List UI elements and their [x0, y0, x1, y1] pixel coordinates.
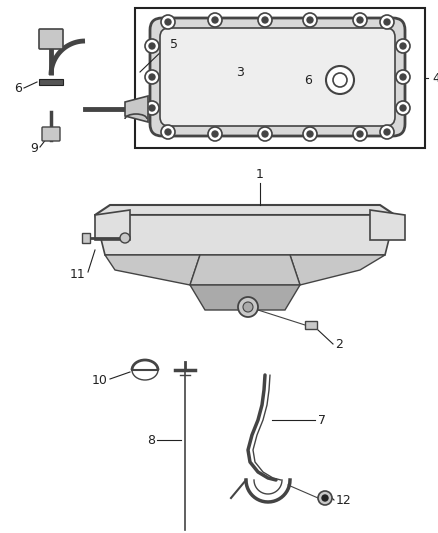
Circle shape — [149, 43, 155, 49]
Circle shape — [396, 70, 410, 84]
Circle shape — [307, 131, 313, 137]
Circle shape — [396, 39, 410, 53]
Polygon shape — [290, 255, 385, 285]
FancyBboxPatch shape — [150, 18, 405, 136]
Circle shape — [145, 101, 159, 115]
Circle shape — [326, 66, 354, 94]
Circle shape — [165, 129, 171, 135]
Polygon shape — [125, 96, 148, 122]
FancyBboxPatch shape — [42, 127, 60, 141]
Circle shape — [357, 131, 363, 137]
Bar — [305, 321, 317, 329]
Circle shape — [262, 131, 268, 137]
Circle shape — [353, 127, 367, 141]
Circle shape — [380, 125, 394, 139]
Circle shape — [307, 17, 313, 23]
Circle shape — [165, 19, 171, 25]
Text: 6: 6 — [14, 82, 22, 94]
Circle shape — [262, 17, 268, 23]
Polygon shape — [190, 255, 300, 285]
Text: 1: 1 — [256, 168, 264, 182]
Polygon shape — [95, 210, 130, 240]
Circle shape — [400, 74, 406, 80]
Circle shape — [161, 125, 175, 139]
Text: 8: 8 — [147, 433, 155, 447]
Text: 6: 6 — [304, 74, 312, 86]
Circle shape — [243, 302, 253, 312]
Circle shape — [149, 105, 155, 111]
FancyBboxPatch shape — [39, 29, 63, 49]
Circle shape — [396, 101, 410, 115]
Circle shape — [322, 495, 328, 501]
Polygon shape — [105, 255, 200, 285]
Circle shape — [333, 73, 347, 87]
Circle shape — [238, 297, 258, 317]
Polygon shape — [39, 79, 63, 85]
Text: 4: 4 — [432, 71, 438, 85]
Circle shape — [303, 127, 317, 141]
Circle shape — [353, 13, 367, 27]
Text: 7: 7 — [318, 414, 326, 426]
Circle shape — [212, 17, 218, 23]
Text: 9: 9 — [30, 141, 38, 155]
Text: 10: 10 — [92, 374, 108, 386]
Text: 5: 5 — [170, 38, 178, 52]
Circle shape — [149, 74, 155, 80]
Circle shape — [357, 17, 363, 23]
Circle shape — [208, 127, 222, 141]
Circle shape — [400, 105, 406, 111]
Circle shape — [145, 70, 159, 84]
Circle shape — [400, 43, 406, 49]
Polygon shape — [370, 210, 405, 240]
Polygon shape — [95, 205, 395, 215]
Bar — [82, 233, 90, 243]
Circle shape — [161, 15, 175, 29]
Circle shape — [384, 129, 390, 135]
Circle shape — [303, 13, 317, 27]
Circle shape — [380, 15, 394, 29]
Circle shape — [258, 127, 272, 141]
FancyBboxPatch shape — [160, 28, 395, 126]
Polygon shape — [190, 285, 300, 310]
Text: 11: 11 — [70, 269, 86, 281]
Text: 3: 3 — [236, 66, 244, 78]
Circle shape — [145, 39, 159, 53]
Circle shape — [318, 491, 332, 505]
Circle shape — [120, 233, 130, 243]
Text: 12: 12 — [336, 494, 352, 506]
Text: 2: 2 — [335, 338, 343, 351]
Circle shape — [258, 13, 272, 27]
Circle shape — [212, 131, 218, 137]
Polygon shape — [95, 215, 395, 255]
Circle shape — [208, 13, 222, 27]
Bar — [135, 8, 425, 148]
Circle shape — [384, 19, 390, 25]
